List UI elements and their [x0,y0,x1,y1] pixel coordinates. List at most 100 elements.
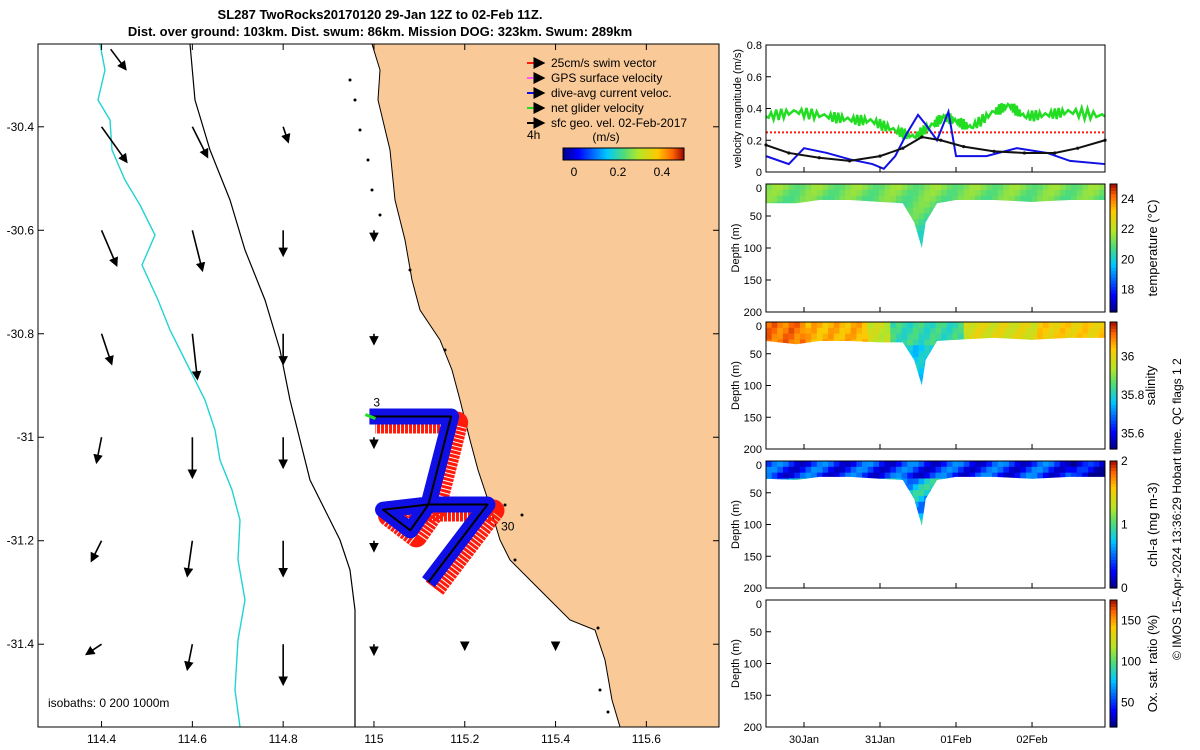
section-cell [884,333,891,341]
section-cell [958,466,965,474]
section-cell [918,333,925,341]
colorbar-cell [1110,206,1117,211]
colorbar-cell [581,148,583,160]
section-panel-salinity: 0 50 100 150 200 Depth (m) 35.6 35.8 36 salinity [730,321,1158,456]
section-cell [918,207,925,214]
colorbar-cell [1110,480,1117,484]
section-cell [1042,327,1050,335]
section-cell [929,327,937,335]
colorbar-cell [1110,711,1117,715]
section-cell [1054,184,1061,191]
colorbar-cell [663,148,665,160]
section-cell [941,327,948,335]
colorbar-tick-label: 35.8 [1121,388,1145,402]
section-cell [901,466,908,474]
section-cell [788,189,795,197]
colorbar-cell [1110,486,1117,491]
colorbar-cell [604,148,606,160]
section-cell [924,184,931,191]
section-cell [1025,466,1033,474]
section-cell [918,327,925,335]
current-vector-arrow [90,540,103,563]
section-cell [1082,333,1089,341]
colorbar-cell [570,148,572,160]
section-cell [1020,333,1027,341]
section-cell [873,333,880,341]
section-cell [941,333,948,341]
section-cell [918,501,925,509]
section-cell [794,195,801,203]
section-cell [969,472,976,480]
section-cell [850,195,857,203]
section-cell [1093,327,1100,335]
section-cell [1065,472,1072,480]
section-cell [845,195,852,203]
colorbar-cell [575,148,577,160]
section-cell [1014,322,1021,329]
colorbar-cell [1110,267,1117,271]
colorbar-cell [670,148,672,160]
section-cell [935,461,942,468]
section-cell [1014,195,1021,203]
section-cell [1037,333,1044,341]
section-cell [794,322,801,329]
section-cell [1054,466,1061,474]
colorbar-cell [1110,244,1117,249]
colorbar-cell [659,148,661,160]
section-cell [850,461,857,468]
section-cell [1003,195,1010,203]
section-cell [895,322,903,329]
section-cell [952,466,959,474]
colorbar-cell [615,148,617,160]
depth-ylabel: Depth (m) [730,361,742,410]
current-vector-arrow [100,229,118,268]
section-cell [992,195,999,203]
isobath-200m [189,44,356,727]
section-cell [1082,184,1089,191]
colorbar-cell [1110,628,1117,633]
section-cell [901,461,908,468]
section-cell [788,466,795,474]
section-cell [879,184,886,191]
section-cell [766,333,773,341]
section-cell [1065,322,1072,329]
section-cell [777,461,784,468]
section-cell [1088,322,1095,329]
colorbar-cell [588,148,590,160]
colorbar-cell [1110,273,1117,278]
section-cell [811,466,818,474]
colorbar-cell [646,148,648,160]
section-cell [963,195,970,203]
colorbar-cell [648,148,650,160]
section-cell [918,195,925,203]
section-cell [788,461,795,468]
colorbar-cell [1110,372,1117,377]
section-cell [1082,461,1089,468]
colorbar-cell [565,148,567,160]
section-cell [1042,333,1050,341]
colorbar-cell [1110,505,1117,510]
section-cell [811,184,818,191]
section-cell [1054,189,1061,197]
section-cell [935,333,942,341]
colorbar-cell [628,148,630,160]
colorbar-cell [612,148,614,160]
colorbar-cell [1110,543,1117,548]
section-cell [833,333,841,341]
section-cell [777,189,784,197]
x-tick-label: 115 [364,732,383,746]
map-axes-frame [37,43,720,728]
section-cell [929,461,937,468]
section-cell [879,333,886,341]
colorbar-cell [1110,714,1117,719]
colorbar-cell [1110,200,1117,204]
colorbar-cell [636,148,638,160]
colorbar-cell [651,148,653,160]
x-tick-label: 115.2 [450,732,479,746]
section-cell [895,472,903,480]
colorbar-cell [1110,212,1117,217]
section-cell [777,195,784,203]
section-cell [1042,461,1050,468]
section-cell [924,195,931,203]
section-cell [969,184,976,191]
